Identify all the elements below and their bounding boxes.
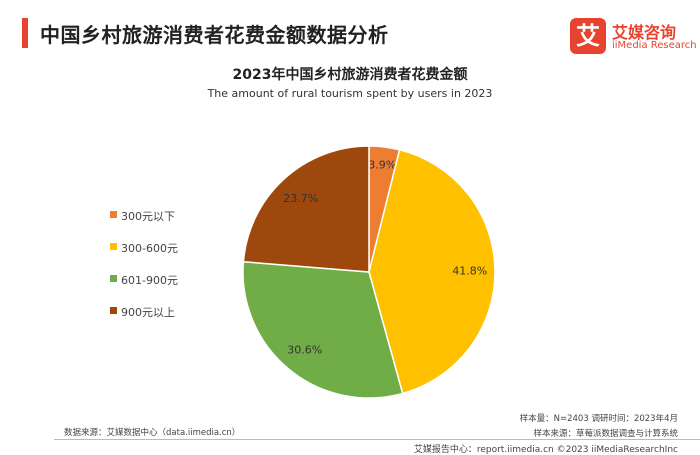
data-source: 数据来源：艾媒数据中心（data.iimedia.cn） <box>64 428 241 438</box>
pie-slice-3 <box>242 145 370 273</box>
title-accent-bar <box>22 18 28 48</box>
legend-swatch <box>110 275 117 282</box>
report-center: 艾媒报告中心：report.iimedia.cn ©2023 iiMediaRe… <box>413 445 678 455</box>
pie-slice-1 <box>368 148 496 395</box>
pie-slice-2 <box>242 260 404 399</box>
sample-size: 样本量：N=2403 调研时间：2023年4月 <box>519 414 678 424</box>
legend-label: 300元以下 <box>121 210 175 223</box>
slice-data-label: 3.9% <box>368 158 396 171</box>
footer-divider <box>54 439 700 440</box>
page-title: 中国乡村旅游消费者花费金额数据分析 <box>40 23 389 47</box>
sample-info: 样本量：N=2403 调研时间：2023年4月 样本来源：草莓派数据调查与计算系… <box>520 412 678 442</box>
legend-swatch <box>110 307 117 314</box>
logo-mark: 艾 <box>570 18 606 54</box>
chart-title: 2023年中国乡村旅游消费者花费金额 <box>232 67 468 83</box>
legend-label: 601-900元 <box>121 274 178 287</box>
sample-source: 样本来源：草莓派数据调查与计算系统 <box>533 429 678 439</box>
chart-subtitle: The amount of rural tourism spent by use… <box>207 87 493 100</box>
logo-name-en: iiMedia Research <box>612 40 697 51</box>
slice-data-label: 41.8% <box>452 265 487 278</box>
legend-swatch <box>110 243 117 250</box>
slice-data-label: 23.7% <box>283 192 318 205</box>
legend-label: 900元以上 <box>121 306 175 319</box>
logo-name-cn: 艾媒咨询 <box>612 23 677 42</box>
slice-data-label: 30.6% <box>287 344 322 357</box>
brand-logo: 艾 艾媒咨询 iiMedia Research <box>570 18 697 56</box>
legend-label: 300-600元 <box>121 242 178 255</box>
legend-swatch <box>110 211 117 218</box>
